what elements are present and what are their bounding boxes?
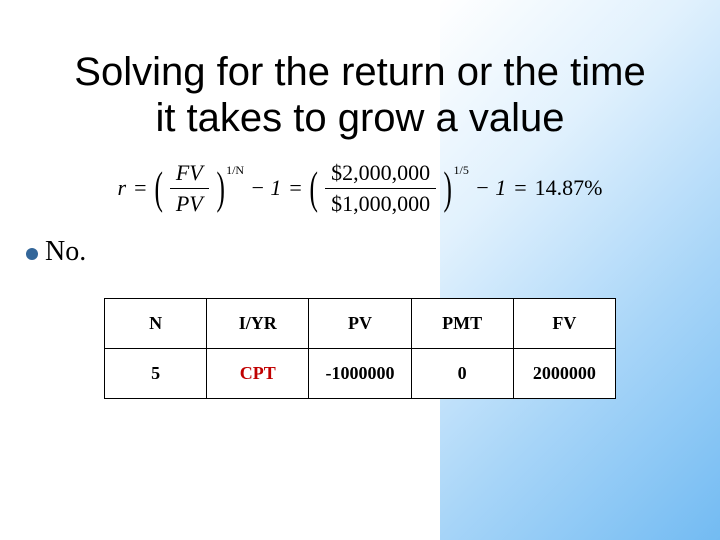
exponent-2: 1/5 (454, 163, 469, 178)
table-value-row: 5 CPT -1000000 0 2000000 (105, 349, 616, 399)
no-label: No. (45, 236, 86, 268)
formula: r = ( FV PV ) 1/N − 1 = ( $2,000,000 $1,… (50, 148, 670, 228)
slide-title: Solving for the return or the time it ta… (60, 49, 660, 141)
lparen-2: ( (309, 165, 317, 211)
formula-result: 14.87% (531, 175, 607, 201)
frac1-den: PV (170, 189, 209, 217)
formula-lhs: r (114, 175, 131, 201)
rparen-2: ) (444, 165, 452, 211)
header-pv: PV (309, 299, 411, 349)
lparen-1: ( (154, 165, 162, 211)
minus-one-a: − 1 (246, 175, 285, 201)
header-iyr: I/YR (207, 299, 309, 349)
formula-eq1: = (130, 175, 150, 201)
formula-eq2: = (285, 175, 305, 201)
value-n: 5 (105, 349, 207, 399)
bullet-icon (26, 248, 38, 260)
value-pmt: 0 (411, 349, 513, 399)
frac2-den: $1,000,000 (325, 189, 436, 217)
header-n: N (105, 299, 207, 349)
value-fv: 2000000 (513, 349, 615, 399)
rparen-1: ) (216, 165, 224, 211)
value-pv: -1000000 (309, 349, 411, 399)
fraction-numeric: $2,000,000 $1,000,000 (321, 160, 440, 217)
value-iyr: CPT (207, 349, 309, 399)
header-fv: FV (513, 299, 615, 349)
minus-one-b: − 1 (471, 175, 510, 201)
formula-eq3: = (510, 175, 530, 201)
frac2-num: $2,000,000 (325, 160, 436, 189)
fraction-symbolic: FV PV (166, 160, 213, 217)
exponent-1: 1/N (226, 163, 244, 178)
header-pmt: PMT (411, 299, 513, 349)
frac1-num: FV (170, 160, 209, 189)
calculator-table: N I/YR PV PMT FV 5 CPT -1000000 0 200000… (104, 298, 616, 399)
slide: Solving for the return or the time it ta… (0, 0, 720, 540)
table-header-row: N I/YR PV PMT FV (105, 299, 616, 349)
